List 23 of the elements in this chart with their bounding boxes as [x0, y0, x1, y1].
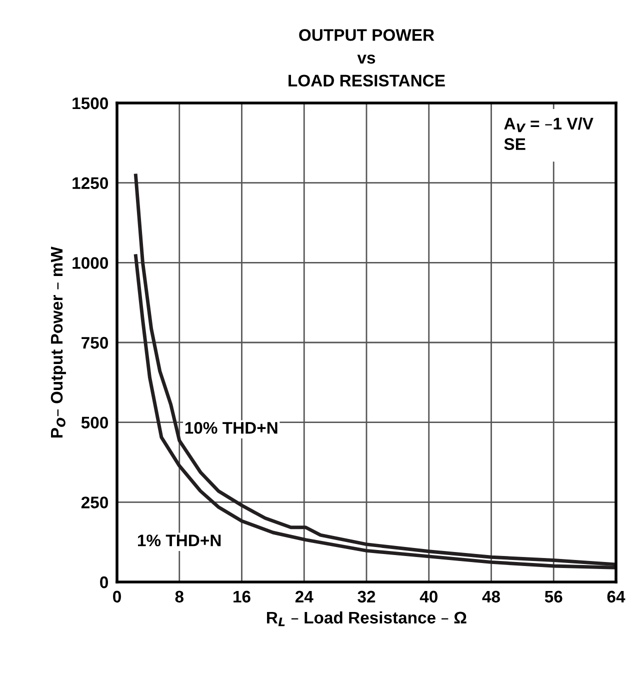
line-series [134, 174, 616, 566]
y-tick-label: 1250 [72, 177, 108, 190]
x-tick-label: 16 [234, 590, 250, 603]
x-tick-label: 24 [295, 590, 314, 602]
annotation: A$_{V}$ = –1 V/V SE [504, 117, 594, 150]
y-axis-title: P$_{O}$– Output Power – mW [50, 246, 66, 438]
annotation: 1% THD+N [138, 534, 221, 546]
y-tick-label: 1000 [72, 257, 108, 269]
chart-title: OUTPUT POWER vs LOAD RESISTANCE [288, 29, 445, 86]
y-tick-label: 500 [81, 416, 108, 429]
x-axis-title: R$_{L}$ – Load Resistance – Ω [267, 611, 466, 626]
x-tick-label: 0 [113, 590, 121, 603]
x-tick-label: 32 [358, 590, 376, 603]
y-tick-label: 750 [82, 336, 108, 349]
x-tick-label: 8 [175, 590, 184, 603]
annotation: 10% THD+N [185, 422, 278, 434]
x-tick-label: 48 [482, 590, 500, 603]
y-tick-label: 0 [100, 576, 108, 588]
x-tick-label: 64 [607, 590, 626, 603]
y-tick-label: 1500 [72, 97, 108, 110]
y-tick-label: 250 [81, 496, 108, 508]
x-tick-label: 56 [544, 590, 562, 603]
x-tick-label: 40 [420, 590, 438, 603]
